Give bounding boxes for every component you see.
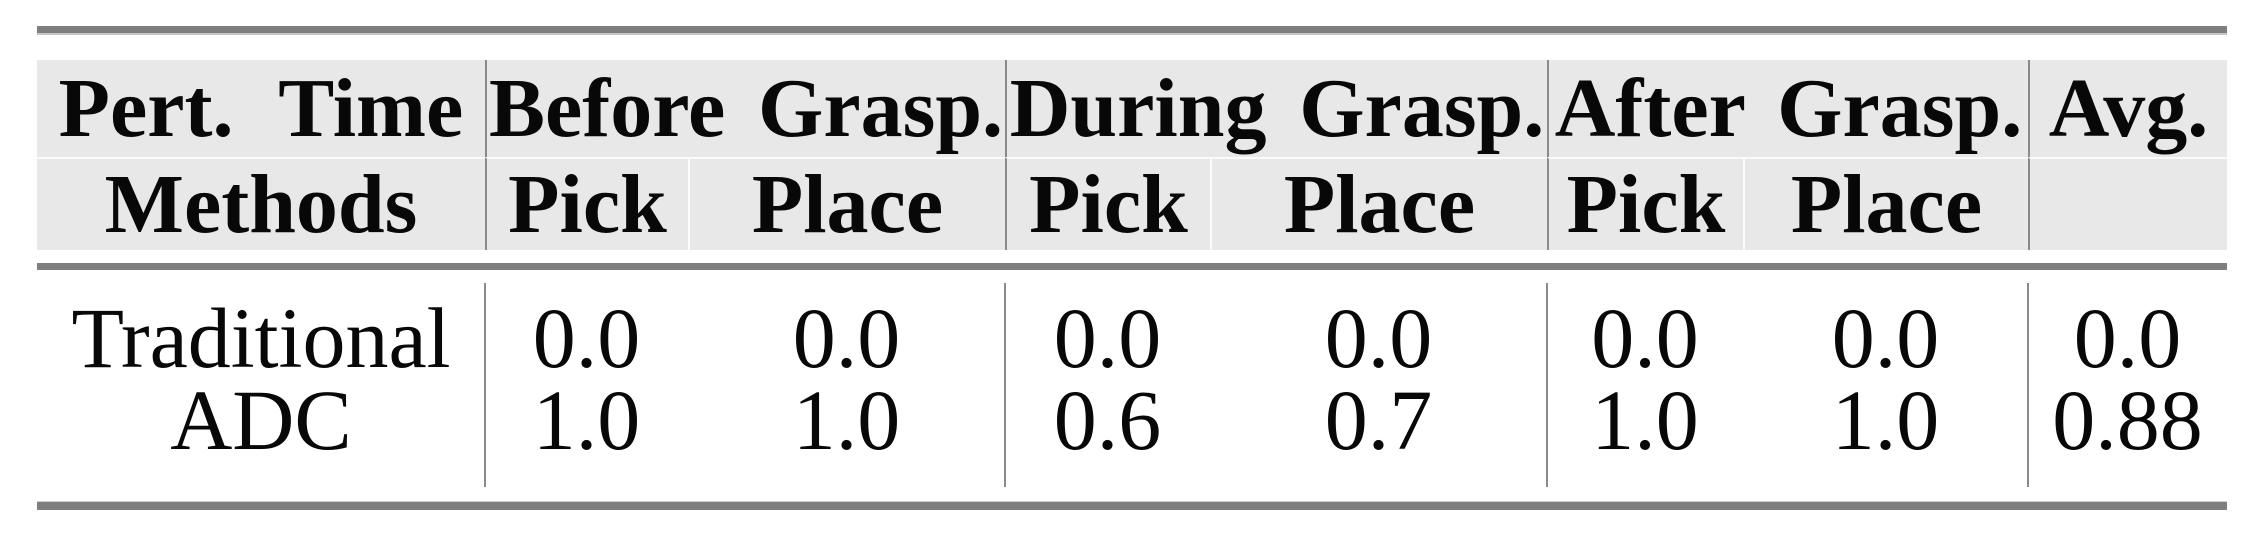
subheader-after-place: Place (1743, 157, 2028, 250)
value-cell-adc-after-place: 1.0 (1831, 372, 1940, 468)
subheader-before-place: Place (688, 157, 1005, 250)
value-cell-traditional-after-pick: 0.0 (1591, 290, 1699, 386)
value-cell-adc-before-pick: 1.0 (532, 372, 641, 468)
value-cell-adc-during-pick: 0.6 (1053, 372, 1162, 468)
value-cell-adc-after-pick: 1.0 (1591, 372, 1699, 468)
table-top-rule (37, 26, 2227, 35)
table-body: Traditional 0.0 0.0 0.0 0.0 0.0 0.0 0.0 … (37, 270, 2227, 501)
header-during-grasp: During Grasp. (1005, 60, 1547, 157)
header-pert-time: Pert. Time (58, 61, 464, 155)
value-cell-traditional-during-place: 0.0 (1324, 290, 1433, 386)
method-cell-traditional: Traditional (71, 290, 451, 386)
header-avg: Avg. (2028, 60, 2227, 157)
value-cell-traditional-before-place: 0.0 (792, 290, 901, 386)
method-cell-adc: ADC (170, 372, 352, 468)
header-before-grasp: Before Grasp. (485, 60, 1005, 157)
header-methods: Methods (37, 157, 485, 250)
body-column-separator-2 (1004, 283, 1006, 487)
value-cell-adc-during-place: 0.7 (1324, 372, 1433, 468)
value-cell-traditional-during-pick: 0.0 (1053, 290, 1162, 386)
results-table: Pert. Time Before Grasp. During Grasp. A… (37, 26, 2227, 510)
subheader-during-pick: Pick (1005, 157, 1210, 250)
table-bottom-rule (37, 501, 2227, 510)
value-cell-adc-before-place: 1.0 (792, 372, 901, 468)
header-after-grasp: After Grasp. (1547, 60, 2028, 157)
value-cell-traditional-after-place: 0.0 (1831, 290, 1940, 386)
value-cell-adc-avg: 0.88 (2052, 372, 2203, 468)
table-header: Pert. Time Before Grasp. During Grasp. A… (37, 60, 2227, 250)
body-column-separator-4 (2027, 283, 2029, 487)
header-avg-empty (2028, 157, 2227, 250)
value-cell-traditional-before-pick: 0.0 (532, 290, 641, 386)
subheader-before-pick: Pick (485, 157, 688, 250)
body-column-separator-1 (484, 283, 486, 487)
value-cell-traditional-avg: 0.0 (2073, 290, 2182, 386)
subheader-during-place: Place (1210, 157, 1547, 250)
body-column-separator-3 (1546, 283, 1548, 487)
subheader-after-pick: Pick (1547, 157, 1743, 250)
